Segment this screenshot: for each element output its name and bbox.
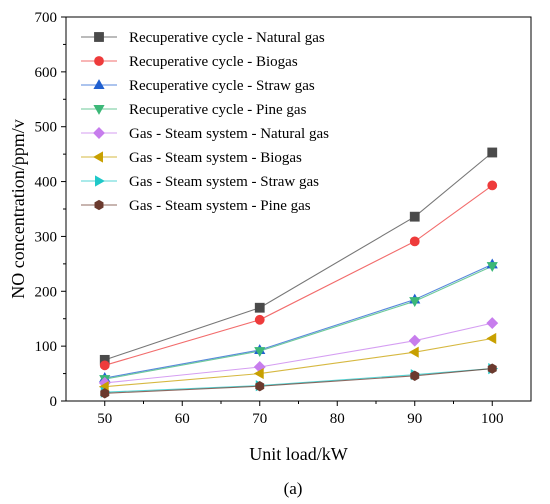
legend-item: Gas - Steam system - Biogas: [81, 150, 302, 166]
series-lines: [104, 152, 493, 394]
data-point-series-6: [408, 346, 419, 358]
legend-marker: [95, 175, 105, 187]
data-point-series-1: [254, 302, 265, 313]
legend-item: Recuperative cycle - Natural gas: [81, 30, 325, 46]
legend: Recuperative cycle - Natural gas Recupera…: [81, 30, 329, 214]
series-line-5: [104, 322, 493, 384]
data-point-series-8: [487, 363, 497, 374]
series-line-6: [104, 337, 493, 388]
legend-label: Gas - Steam system - Straw gas: [129, 174, 319, 190]
data-point-series-6: [486, 332, 497, 345]
legend-label: Recuperative cycle - Pine gas: [129, 102, 307, 118]
series-markers: [98, 147, 499, 399]
y-tick-label: 600: [35, 65, 58, 81]
data-point-series-1: [409, 211, 420, 222]
legend-label: Recuperative cycle - Natural gas: [129, 30, 325, 46]
y-tick-label: 400: [35, 175, 58, 191]
series-line-4: [104, 265, 493, 380]
legend-marker: [93, 105, 105, 115]
legend-item: Recuperative cycle - Biogas: [81, 54, 298, 70]
y-tick-label: 500: [35, 120, 58, 136]
data-point-series-1: [487, 147, 498, 158]
figure-caption: (a): [284, 479, 303, 498]
y-axis-ticks: 0 100 200 300 400 500 600 700: [35, 10, 66, 410]
series-line-1: [104, 152, 493, 361]
data-point-series-5: [408, 334, 421, 347]
y-axis-title: NO concentration/ppm/v: [8, 119, 28, 298]
series-line-7: [104, 368, 493, 393]
data-point-series-5: [486, 317, 499, 330]
legend-label: Recuperative cycle - Straw gas: [129, 78, 315, 94]
legend-item: Gas - Steam system - Straw gas: [81, 174, 319, 190]
x-axis-title: Unit load/kW: [249, 444, 347, 464]
y-tick-label: 700: [35, 10, 58, 26]
legend-item: Gas - Steam system - Pine gas: [81, 198, 311, 214]
legend-item: Recuperative cycle - Pine gas: [81, 102, 307, 118]
data-point-series-8: [410, 370, 420, 381]
legend-label: Recuperative cycle - Biogas: [129, 54, 298, 70]
legend-marker: [93, 151, 103, 163]
data-point-series-4: [409, 297, 421, 308]
data-point-series-4: [486, 262, 498, 272]
x-tick-label: 80: [330, 411, 345, 427]
data-point-series-4: [254, 347, 266, 357]
x-axis-ticks: 50 60 70 80 90 100: [97, 401, 504, 427]
data-point-series-8: [100, 388, 110, 399]
data-point-series-8: [255, 381, 265, 392]
x-tick-label: 100: [481, 411, 504, 427]
legend-label: Gas - Steam system - Natural gas: [129, 126, 329, 142]
y-tick-label: 0: [50, 394, 58, 410]
x-tick-label: 50: [97, 411, 112, 427]
series-line-2: [104, 184, 493, 366]
legend-marker: [94, 199, 104, 211]
series-line-8: [104, 368, 493, 394]
x-tick-label: 90: [407, 411, 422, 427]
legend-item: Recuperative cycle - Straw gas: [81, 78, 315, 94]
series-line-3: [104, 263, 493, 379]
data-point-series-2: [99, 360, 110, 371]
legend-marker: [94, 32, 104, 42]
legend-marker: [94, 56, 104, 66]
data-point-series-6: [253, 367, 264, 380]
y-tick-label: 100: [35, 339, 58, 355]
data-point-series-2: [487, 180, 498, 191]
legend-marker: [93, 127, 105, 139]
y-tick-label: 300: [35, 229, 58, 245]
legend-item: Gas - Steam system - Natural gas: [81, 126, 329, 142]
legend-label: Gas - Steam system - Pine gas: [129, 198, 311, 214]
y-tick-label: 200: [35, 284, 58, 300]
data-point-series-2: [409, 236, 420, 247]
x-tick-label: 60: [175, 411, 190, 427]
legend-marker: [93, 79, 105, 89]
x-tick-label: 70: [252, 411, 267, 427]
data-point-series-2: [254, 314, 265, 325]
legend-label: Gas - Steam system - Biogas: [129, 150, 302, 166]
